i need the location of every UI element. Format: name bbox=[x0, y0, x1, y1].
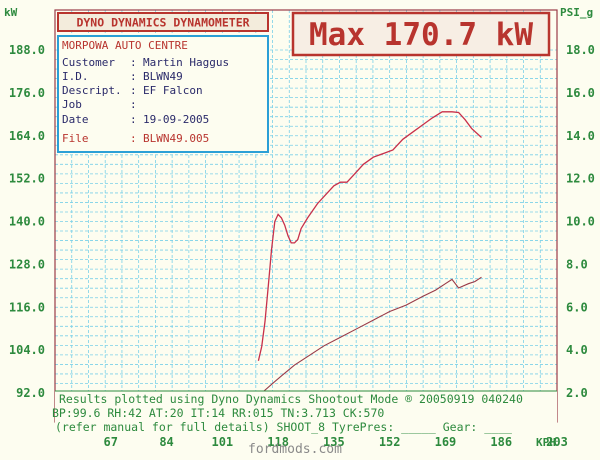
info-value: BLWN49 bbox=[143, 70, 183, 83]
y-right-tick: 18.0 bbox=[566, 43, 595, 57]
x-tick: 101 bbox=[211, 435, 233, 449]
y-right-tick: 4.0 bbox=[566, 343, 588, 357]
curves bbox=[257, 111, 482, 394]
y-left-tick: 116.0 bbox=[9, 300, 45, 314]
info-row: Date : 19-09-2005 bbox=[62, 113, 209, 126]
x-tick: 169 bbox=[435, 435, 457, 449]
max-display-box bbox=[291, 11, 551, 57]
tick-labels: 188.0 176.0 164.0 152.0 140.0 128.0 116.0 104.0… bbox=[9, 43, 595, 449]
y-right-tick: 14.0 bbox=[566, 129, 595, 143]
y-right-tick: 8.0 bbox=[566, 257, 588, 271]
info-row: Descript. : EF Falcon bbox=[62, 84, 203, 97]
info-value: Martin Haggus bbox=[143, 56, 229, 69]
info-row: File : BLWN49.005 bbox=[62, 132, 209, 145]
info-label: Customer bbox=[62, 56, 115, 69]
y-left-tick: 164.0 bbox=[9, 129, 45, 143]
info-value: BLWN49.005 bbox=[143, 132, 209, 145]
max-display: Max 170.7 kW bbox=[309, 17, 533, 53]
brand-title: DYNO DYNAMICS DYNAMOMETER bbox=[76, 16, 249, 30]
info-label: I.D. bbox=[62, 70, 89, 83]
x-tick: 135 bbox=[323, 435, 345, 449]
chart-grid bbox=[54, 10, 558, 422]
x-unit: KPH bbox=[536, 436, 556, 449]
info-label: Descript. bbox=[62, 84, 122, 97]
x-tick: 84 bbox=[159, 435, 173, 449]
y-left-tick: 188.0 bbox=[9, 43, 45, 57]
x-tick: 203 bbox=[546, 435, 568, 449]
y-right-tick: 10.0 bbox=[566, 215, 595, 229]
x-tick: 152 bbox=[379, 435, 401, 449]
info-row: I.D. : BLWN49 bbox=[62, 70, 183, 83]
svg-text::: : bbox=[130, 98, 137, 111]
svg-text::: : bbox=[130, 113, 137, 126]
boost-curve bbox=[261, 276, 482, 394]
footer-line-2: BP:99.6 RH:42 AT:20 IT:14 RR:015 TN:3.71… bbox=[52, 406, 384, 420]
watermark: fordmods.com bbox=[248, 442, 342, 456]
y-right-unit: PSI_g bbox=[560, 6, 593, 19]
info-box bbox=[57, 35, 269, 153]
y-right-tick: 2.0 bbox=[566, 386, 588, 400]
footer-box bbox=[55, 391, 557, 434]
x-tick: 118 bbox=[267, 435, 289, 449]
brand-box bbox=[57, 12, 269, 32]
info-value: 19-09-2005 bbox=[143, 113, 209, 126]
x-tick: 67 bbox=[104, 435, 118, 449]
footer-line-3: (refer manual for full details) SHOOT_8 … bbox=[55, 420, 512, 434]
company-name: MORPOWA AUTO CENTRE bbox=[62, 39, 188, 52]
info-row: Job : bbox=[62, 98, 137, 111]
y-left-tick: 128.0 bbox=[9, 257, 45, 271]
svg-text::: : bbox=[130, 132, 137, 145]
y-left-tick: 104.0 bbox=[9, 343, 45, 357]
y-right-tick: 16.0 bbox=[566, 86, 595, 100]
y-right-tick: 6.0 bbox=[566, 300, 588, 314]
svg-text::: : bbox=[130, 84, 137, 97]
info-label: Job bbox=[62, 98, 82, 111]
footer-line-1: Results plotted using Dyno Dynamics Shoo… bbox=[59, 392, 523, 406]
info-value: EF Falcon bbox=[143, 84, 203, 97]
y-left-tick: 140.0 bbox=[9, 215, 45, 229]
info-label: Date bbox=[62, 113, 89, 126]
x-tick: 186 bbox=[490, 435, 512, 449]
y-left-tick: 176.0 bbox=[9, 86, 45, 100]
info-label: File bbox=[62, 132, 89, 145]
y-right-tick: 12.0 bbox=[566, 172, 595, 186]
info-row: Customer : Martin Haggus bbox=[62, 56, 229, 69]
svg-text::: : bbox=[130, 70, 137, 83]
y-left-unit: kW bbox=[4, 6, 18, 19]
power-curve bbox=[257, 111, 482, 361]
svg-text::: : bbox=[130, 56, 137, 69]
y-left-tick: 152.0 bbox=[9, 172, 45, 186]
y-left-tick: 92.0 bbox=[16, 386, 45, 400]
